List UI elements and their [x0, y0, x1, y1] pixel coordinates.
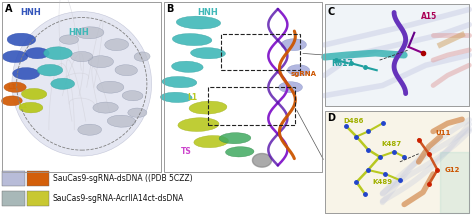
Text: D486: D486 — [344, 118, 364, 124]
FancyBboxPatch shape — [27, 171, 49, 186]
Ellipse shape — [7, 33, 36, 46]
FancyBboxPatch shape — [2, 171, 25, 186]
Text: TS: TS — [181, 147, 191, 156]
Text: sgRNA: sgRNA — [290, 71, 316, 77]
Polygon shape — [253, 153, 272, 167]
Ellipse shape — [4, 82, 26, 92]
Ellipse shape — [122, 91, 143, 101]
Ellipse shape — [37, 64, 63, 76]
Ellipse shape — [226, 147, 254, 157]
Ellipse shape — [134, 52, 150, 61]
Ellipse shape — [75, 27, 104, 39]
Ellipse shape — [93, 102, 118, 113]
Ellipse shape — [19, 102, 43, 113]
Ellipse shape — [13, 68, 40, 80]
Ellipse shape — [194, 136, 228, 148]
Text: A15: A15 — [420, 12, 437, 21]
Text: U11: U11 — [436, 131, 451, 136]
Ellipse shape — [71, 51, 93, 62]
Ellipse shape — [51, 78, 74, 89]
Ellipse shape — [189, 101, 227, 114]
Ellipse shape — [21, 89, 47, 100]
Ellipse shape — [2, 51, 28, 63]
Text: SauCas9-sgRNA-AcrIIA14ct-dsDNA: SauCas9-sgRNA-AcrIIA14ct-dsDNA — [53, 194, 184, 203]
Text: HNH: HNH — [68, 28, 89, 37]
Ellipse shape — [78, 124, 101, 135]
Ellipse shape — [172, 61, 203, 72]
Ellipse shape — [105, 39, 128, 51]
Ellipse shape — [173, 34, 212, 46]
Ellipse shape — [44, 47, 72, 60]
Ellipse shape — [97, 81, 124, 93]
Text: G12: G12 — [444, 167, 460, 173]
FancyBboxPatch shape — [2, 191, 25, 206]
Ellipse shape — [287, 65, 310, 76]
FancyBboxPatch shape — [325, 4, 469, 106]
Ellipse shape — [176, 16, 220, 29]
Ellipse shape — [281, 39, 307, 51]
Text: C: C — [327, 7, 334, 17]
Ellipse shape — [26, 48, 49, 59]
FancyBboxPatch shape — [2, 2, 161, 172]
Ellipse shape — [128, 108, 147, 117]
Ellipse shape — [178, 118, 219, 131]
Ellipse shape — [12, 12, 152, 156]
Text: D: D — [327, 113, 335, 123]
Ellipse shape — [115, 65, 137, 76]
Ellipse shape — [279, 82, 302, 93]
Text: B: B — [166, 4, 173, 14]
Text: K489: K489 — [373, 179, 392, 185]
Text: L1: L1 — [18, 103, 27, 109]
FancyBboxPatch shape — [27, 191, 49, 206]
Text: A: A — [5, 4, 12, 14]
Text: HNH: HNH — [20, 8, 41, 17]
Ellipse shape — [160, 92, 192, 102]
Ellipse shape — [191, 48, 226, 59]
Ellipse shape — [60, 35, 79, 44]
Text: R617: R617 — [331, 59, 353, 68]
Text: L1: L1 — [187, 93, 197, 102]
Text: HNH: HNH — [198, 8, 219, 17]
Ellipse shape — [1, 96, 22, 106]
Text: K487: K487 — [381, 141, 401, 147]
Text: SauCas9-sgRNA-dsDNA ((PDB 5CZZ): SauCas9-sgRNA-dsDNA ((PDB 5CZZ) — [53, 174, 192, 183]
Ellipse shape — [219, 133, 251, 144]
Ellipse shape — [88, 56, 114, 68]
FancyBboxPatch shape — [164, 2, 322, 172]
Text: L1: L1 — [7, 84, 17, 90]
FancyBboxPatch shape — [325, 111, 469, 213]
Ellipse shape — [162, 77, 197, 88]
Ellipse shape — [107, 115, 136, 127]
